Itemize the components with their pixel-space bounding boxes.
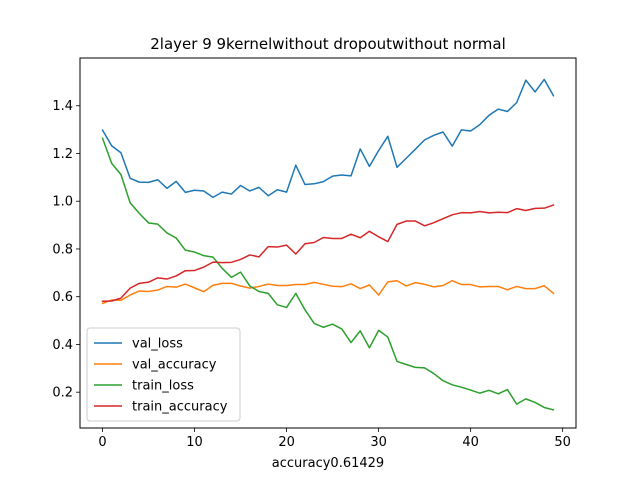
legend-label-val-accuracy: val_accuracy [132,358,217,373]
x-tick-label: 30 [370,435,387,450]
y-axis-ticks: 0.2 0.4 0.6 0.8 1.0 1.2 1.4 [52,99,80,401]
y-tick-label: 0.4 [52,338,73,353]
x-axis-label: accuracy0.61429 [272,456,384,471]
y-tick-label: 1.2 [52,147,73,162]
legend-frame [86,327,241,422]
legend-label-train-accuracy: train_accuracy [132,400,228,415]
legend: val_loss val_accuracy train_loss train_accu… [86,327,241,422]
y-tick-label: 1.0 [52,195,73,210]
legend-label-val-loss: val_loss [132,337,183,352]
x-tick-label: 40 [462,435,479,450]
x-axis-ticks: 0 10 20 30 40 50 [98,428,571,450]
x-tick-label: 20 [278,435,295,450]
legend-label-train-loss: train_loss [132,379,194,394]
plot-area-frame [79,57,577,429]
y-tick-label: 1.4 [52,99,73,114]
y-tick-label: 0.6 [52,290,73,305]
plot-lines [101,78,555,411]
series-line-train-accuracy [101,204,555,303]
x-tick-label: 0 [98,435,106,450]
series-line-val-loss [101,78,555,199]
series-line-val-accuracy [101,279,555,305]
y-tick-label: 0.2 [52,386,73,401]
y-tick-label: 0.8 [52,242,73,257]
x-tick-label: 10 [186,435,203,450]
chart-title: 2layer 9 9kernelwithout dropoutwithout n… [150,35,505,53]
series-line-train-loss [101,137,555,411]
x-tick-label: 50 [554,435,571,450]
